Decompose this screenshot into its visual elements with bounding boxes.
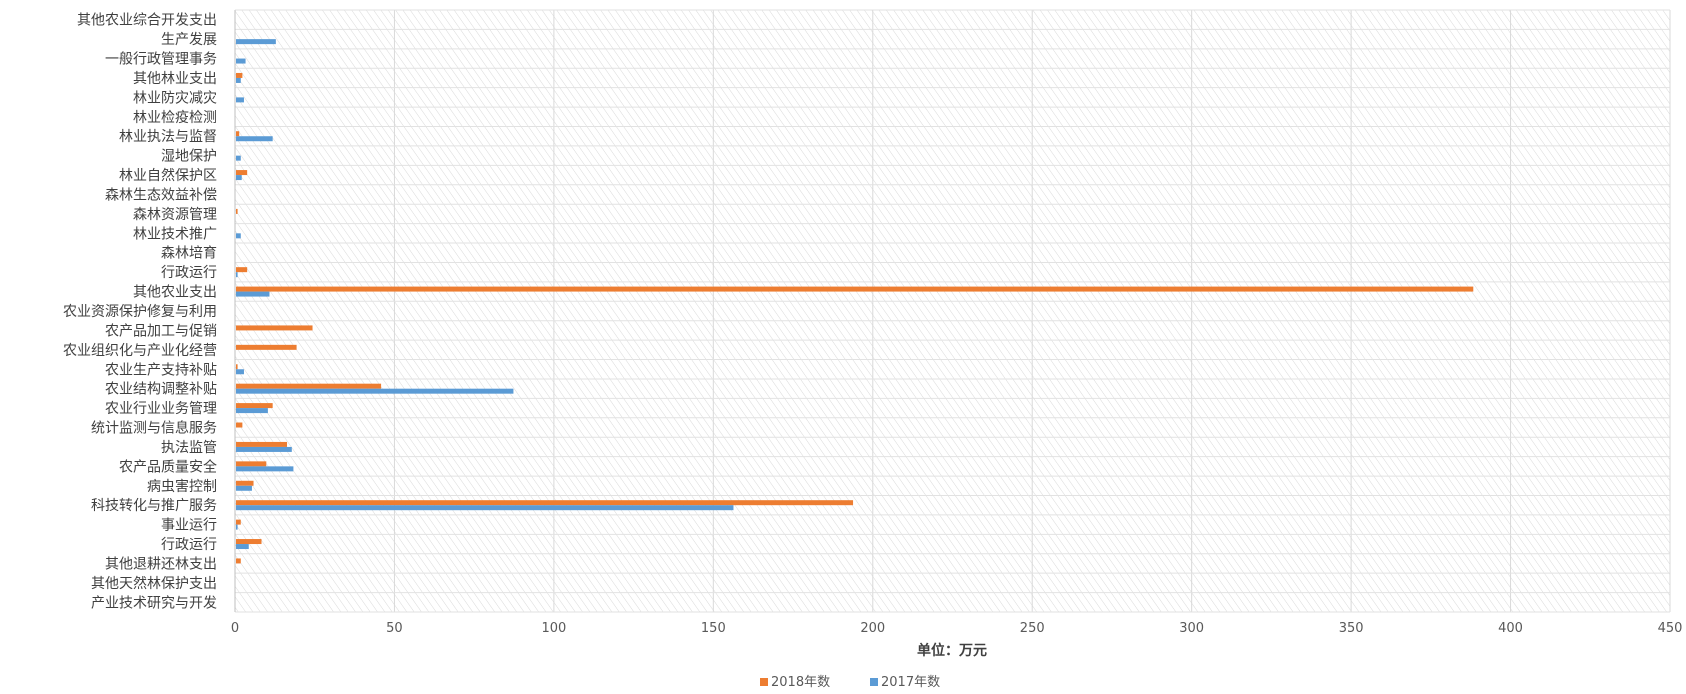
category-label: 产业技术研究与开发 <box>91 595 217 611</box>
bar <box>236 170 248 176</box>
category-label: 农业资源保护修复与利用 <box>63 303 217 320</box>
bar <box>236 480 254 486</box>
bar <box>236 461 267 467</box>
bar <box>236 544 249 550</box>
x-tick-label: 350 <box>1339 621 1364 636</box>
bar <box>236 97 244 103</box>
category-label: 林业检疫检测 <box>133 110 217 126</box>
category-label: 病虫害控制 <box>147 479 217 495</box>
x-tick-label: 250 <box>1020 621 1045 636</box>
bar <box>236 539 262 545</box>
bar <box>236 505 734 511</box>
category-label: 其他林业支出 <box>133 71 217 87</box>
bar <box>236 369 244 375</box>
bar <box>236 383 382 389</box>
x-tick-label: 450 <box>1658 621 1683 636</box>
bar <box>236 500 854 506</box>
x-tick-labels: 0 50 100 150 200 250 300 350 400 450 <box>231 621 1683 636</box>
category-label: 统计监测与信息服务 <box>91 420 217 437</box>
category-label: 农产品加工与促销 <box>105 323 217 339</box>
category-label: 其他退耕还林支出 <box>105 555 217 572</box>
plot-area <box>235 10 1670 612</box>
bar <box>236 131 240 137</box>
category-label: 事业运行 <box>161 518 217 534</box>
legend-swatch <box>870 678 878 686</box>
category-label: 林业自然保护区 <box>119 167 217 184</box>
gridlines <box>234 9 1671 613</box>
bar <box>236 364 238 370</box>
bar <box>236 388 514 394</box>
bar <box>236 136 273 142</box>
category-label: 其他农业支出 <box>133 285 217 301</box>
category-label: 一般行政管理事务 <box>105 52 217 68</box>
bar <box>236 344 297 350</box>
bar <box>236 286 1474 292</box>
category-label: 森林资源管理 <box>133 207 217 223</box>
x-tick-label: 200 <box>860 621 885 636</box>
bar <box>236 291 270 297</box>
category-label: 农业生产支持补贴 <box>105 362 217 378</box>
x-tick-label: 100 <box>541 621 566 636</box>
bar <box>236 524 238 530</box>
category-label: 森林培育 <box>161 246 217 262</box>
bar <box>236 77 241 83</box>
x-axis-title: 单位：万元 <box>917 642 987 659</box>
bar <box>236 403 273 409</box>
category-label: 森林生态效益补偿 <box>105 187 217 203</box>
bar <box>236 422 243 428</box>
bar <box>236 175 242 181</box>
category-label: 行政运行 <box>161 537 217 553</box>
bar <box>236 485 252 491</box>
category-label: 其他农业综合开发支出 <box>77 13 217 29</box>
x-tick-label: 150 <box>701 621 726 636</box>
bar <box>236 519 241 525</box>
category-label: 农业结构调整补贴 <box>105 382 217 398</box>
bar <box>236 446 292 452</box>
bar <box>236 233 241 239</box>
category-labels: 其他农业综合开发支出生产发展一般行政管理事务其他林业支出林业防灾减灾林业检疫检测… <box>63 13 217 612</box>
legend-label: 2018年数 <box>771 675 830 690</box>
category-label: 其他天然林保护支出 <box>91 575 217 592</box>
bar <box>236 441 288 447</box>
category-label: 林业技术推广 <box>133 226 217 242</box>
category-label: 农业行业业务管理 <box>105 401 217 417</box>
bar <box>236 72 243 78</box>
x-tick-label: 0 <box>231 621 239 636</box>
bar <box>236 155 241 161</box>
category-label: 科技转化与推广服务 <box>91 498 217 514</box>
category-label: 林业防灾减灾 <box>133 89 217 106</box>
category-label: 农业组织化与产业化经营 <box>63 343 217 359</box>
bar <box>236 208 238 214</box>
category-label: 林业执法与监督 <box>119 129 217 145</box>
bar <box>236 408 268 414</box>
category-label: 执法监管 <box>161 440 217 456</box>
legend-swatch <box>760 678 768 686</box>
legend-label: 2017年数 <box>881 675 940 690</box>
category-label: 生产发展 <box>161 32 217 48</box>
category-label: 行政运行 <box>161 265 217 281</box>
x-tick-label: 400 <box>1498 621 1523 636</box>
legend: 2018年数 2017年数 <box>760 675 940 690</box>
bar <box>236 267 248 273</box>
bar <box>236 58 246 64</box>
bar <box>236 466 294 472</box>
bar <box>236 272 238 278</box>
bars <box>236 39 1474 564</box>
category-label: 农产品质量安全 <box>119 458 217 475</box>
bar <box>236 39 276 45</box>
x-tick-label: 50 <box>386 621 403 636</box>
bar <box>236 325 313 331</box>
category-label: 湿地保护 <box>161 149 217 165</box>
bar <box>236 558 241 564</box>
x-tick-label: 300 <box>1179 621 1204 636</box>
